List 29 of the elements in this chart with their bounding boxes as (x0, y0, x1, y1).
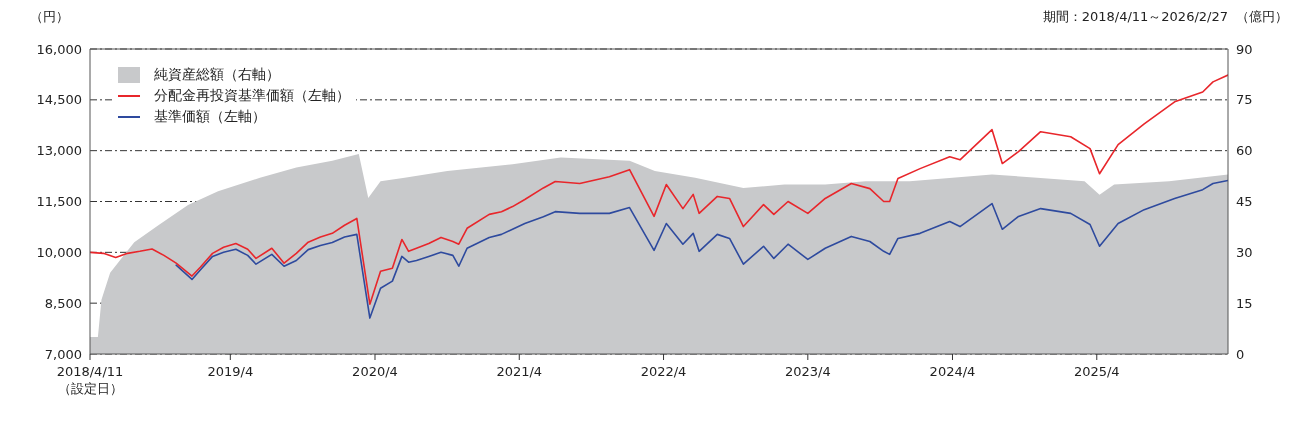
y-tick-label: 11,500 (36, 194, 82, 210)
x-tick-label: 2019/4 (207, 364, 254, 379)
x-tick-label: 2018/4/11 （設定日） (56, 364, 124, 396)
x-tick-label: 2023/4 (784, 364, 831, 379)
y2-tick-label: 30 (1236, 244, 1253, 260)
y-tick-label: 14,500 (36, 92, 82, 108)
y-tick-label: 7,000 (44, 346, 82, 362)
y2-axis-title: （億円） (1236, 8, 1288, 26)
x-tick-label: 2025/4 (1073, 364, 1120, 379)
legend-label: 純資産総額（右軸） (154, 65, 280, 84)
text: 期間：2018/4/11～2026/2/27 (1042, 8, 1228, 26)
legend-label: 分配金再投資基準価額（左軸） (154, 86, 350, 105)
y2-tick-label: 45 (1236, 194, 1253, 210)
x-tick-label: 2021/4 (496, 364, 543, 379)
x-tick-label: 2022/4 (640, 364, 687, 379)
x-tick-label: 2024/4 (929, 364, 976, 379)
legend-label: 基準価額（左軸） (154, 107, 266, 126)
y2-tick-label: 75 (1236, 92, 1253, 108)
y2-tick-label: 15 (1236, 295, 1253, 311)
x-tick-label: 2020/4 (352, 364, 398, 379)
y-axis-title: （円） (30, 8, 69, 26)
y-tick-label: 8,500 (44, 295, 82, 311)
y-tick-label: 16,000 (36, 41, 82, 57)
y2-tick-label: 60 (1236, 143, 1253, 159)
y2-tick-label: 0 (1236, 346, 1245, 362)
y-tick-label: 10,000 (36, 244, 82, 260)
y-tick-label: 13,000 (36, 143, 82, 159)
y2-tick-label: 90 (1236, 41, 1253, 57)
line-series (175, 179, 1228, 319)
